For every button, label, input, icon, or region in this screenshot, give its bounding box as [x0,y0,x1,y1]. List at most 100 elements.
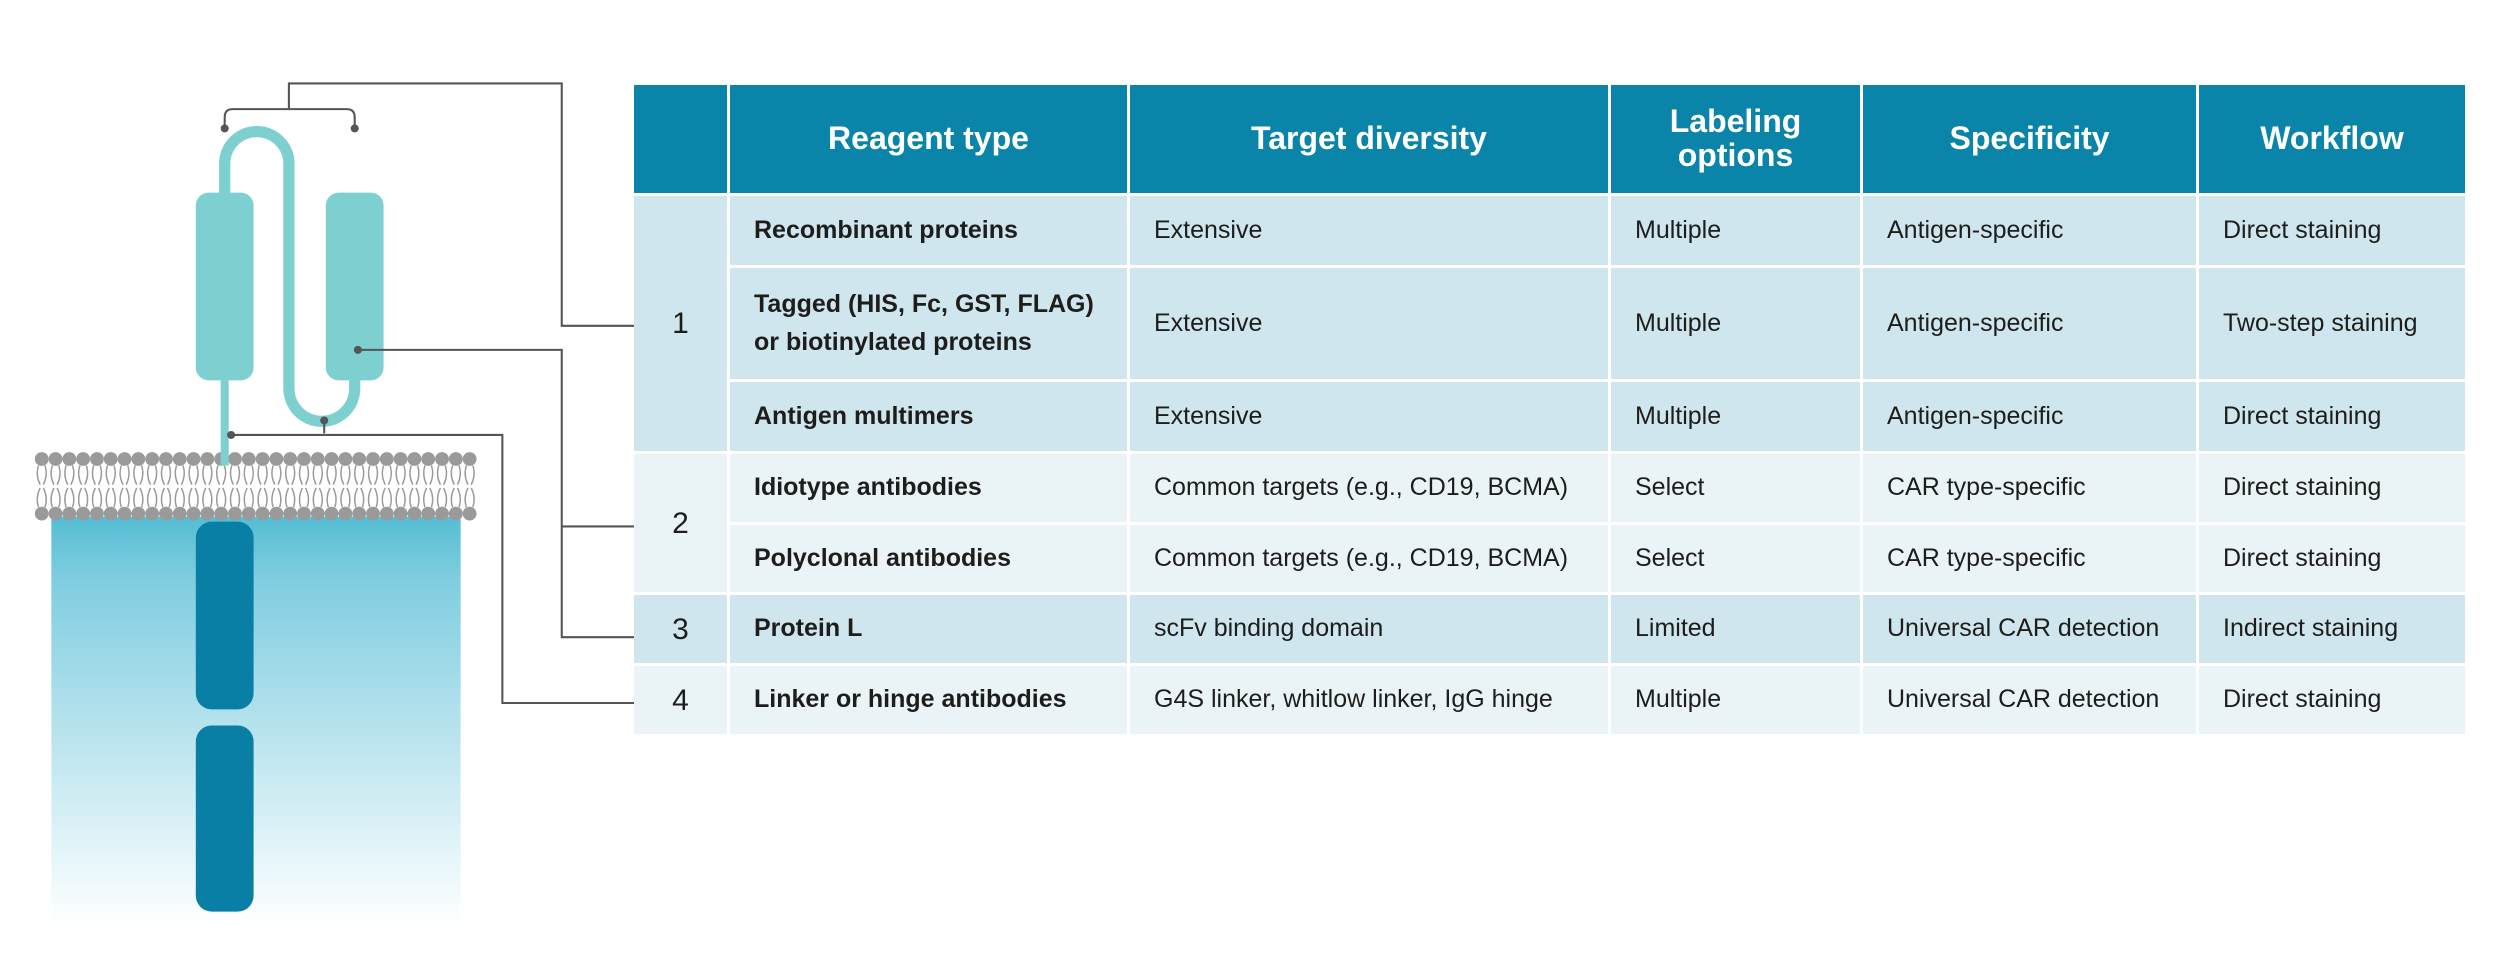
lipid-head [338,452,353,466]
table-cell [634,85,727,193]
lipid-head [117,506,132,521]
lipid-head [283,506,298,521]
table-cell: Reagent type [730,85,1127,193]
lipid-tail [271,487,282,508]
lipid-tail [64,487,75,508]
lipid-head [172,506,187,521]
lipid-tail [271,465,282,486]
lipid-head [186,452,201,466]
lipid-tail [174,487,185,508]
lipid-tail [133,487,144,508]
lipid-tail [284,487,296,508]
lipid-tail [36,487,47,508]
lipid-head [103,506,118,521]
table-cell: G4S linker, whitlow linker, IgG hinge [1130,666,1608,734]
lipid-head [421,506,436,521]
table-cell: Extensive [1130,268,1608,379]
lipid-tail [367,487,379,508]
lipid-tail [395,487,406,508]
lipid-tail [105,487,116,508]
lipid-tail [188,465,199,486]
lipid-tail [105,465,116,486]
lipid-tail [243,487,254,508]
linker [219,126,361,427]
table-cell: Recombinant proteins [730,196,1127,265]
lipid-tail [312,465,324,486]
lipid-tail [312,487,324,508]
lipid-head [90,452,104,466]
lipid-tail [423,465,434,486]
lipid-tail [450,487,462,508]
table-cell: CAR type-specific [1863,525,2196,592]
lipid-head [462,506,477,521]
lipid-head [435,506,449,521]
table-cell: Protein L [730,595,1127,663]
lipid-head [62,506,77,521]
lipid-head [76,506,91,521]
table-cell: Target diversity [1130,85,1608,193]
lipid-tail [188,487,199,508]
scfv-domain [325,192,384,381]
lipid-tail [119,465,130,486]
table-cell: Workflow [2199,85,2465,193]
table-cell: Two-step staining [2199,268,2465,379]
table-cell: Direct staining [2199,196,2465,265]
table-cell: Universal CAR detection [1863,666,2196,734]
lipid-tail [423,487,434,508]
lipid-tail [174,465,185,486]
lipid-head [90,506,104,521]
lipid-head [379,506,394,521]
table-cell: Antigen-specific [1863,382,2196,451]
lipid-tail [395,465,406,486]
lipid-tail [298,465,310,486]
lipid-tail [36,465,47,486]
lipid-tail [326,465,337,486]
table-cell: Idiotype antibodies [730,454,1127,522]
table-cell: Universal CAR detection [1863,595,2196,663]
lipid-head [324,452,339,466]
lipid-tail [464,465,475,486]
lipid-head [407,452,422,466]
table-cell: Tagged (HIS, Fc, GST, FLAG) or biotinyla… [730,268,1127,379]
lipid-tail [229,487,241,508]
lipid-head [48,452,63,466]
lipid-head [131,506,146,521]
lipid-head [324,506,339,521]
lipid-head [352,452,367,466]
lipid-head [379,452,394,466]
lipid-tail [257,465,268,486]
lipid-tail [436,465,448,486]
lipid-head [297,506,311,521]
lipid-tail [464,487,475,508]
lipid-head [366,452,380,466]
lipid-tail [450,465,462,486]
lipid-head [297,452,311,466]
lipid-tail [298,487,310,508]
lipid-tail [215,487,227,508]
lipid-head [241,452,256,466]
table-cell: Antigen multimers [730,382,1127,451]
lipid-head [172,452,187,466]
lipid-head [117,452,132,466]
lipid-tail [326,487,337,508]
table-cell: Extensive [1130,196,1608,265]
lipid-tail [202,465,213,486]
lipid-head [462,452,477,466]
lipid-tail [353,487,365,508]
signal-domain [195,521,254,710]
table-cell: Multiple [1611,196,1860,265]
lipid-tail [243,465,254,486]
lipid-head [200,506,215,521]
table-cell: Select [1611,454,1860,522]
lipid-tail [160,487,172,508]
lipid-tail [119,487,130,508]
table-cell: Indirect staining [2199,595,2465,663]
table-cell: Direct staining [2199,666,2465,734]
lipid-head [159,452,173,466]
lipid-head [228,452,242,466]
lipid-tail [50,487,61,508]
lipid-tail [409,465,420,486]
lipid-tail [50,465,61,486]
